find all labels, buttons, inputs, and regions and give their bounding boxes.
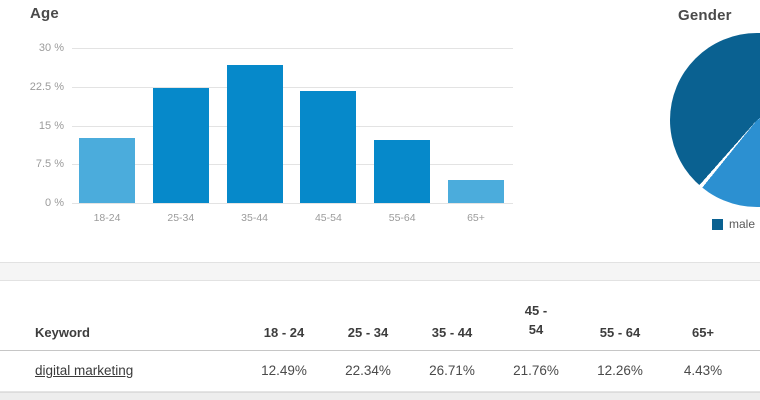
gridline bbox=[72, 48, 513, 49]
male-legend-swatch-icon bbox=[712, 218, 723, 230]
column-header-55-64: 55 - 64 bbox=[578, 281, 662, 351]
x-axis-label-35-44: 35-44 bbox=[241, 212, 269, 224]
demographics-table: Keyword 18 - 24 25 - 34 35 - 44 45 - 54 55 - … bbox=[0, 281, 760, 392]
value-cell-45-54: 21.76% bbox=[494, 350, 578, 392]
value-cell-18-24: 12.49% bbox=[242, 350, 326, 392]
column-header-25-34: 25 - 34 bbox=[326, 281, 410, 351]
bar-18-24 bbox=[79, 138, 135, 203]
footer-strip bbox=[0, 392, 760, 400]
gender-legend: male bbox=[712, 217, 755, 231]
x-axis-label-18-24: 18-24 bbox=[93, 212, 121, 224]
gridline bbox=[72, 86, 513, 88]
y-axis-tick-label: 7.5 % bbox=[35, 158, 64, 171]
column-header-65+: 65+ bbox=[662, 281, 760, 351]
male-legend-label: male bbox=[729, 217, 756, 231]
gridline bbox=[72, 203, 513, 204]
table-header-row: Keyword 18 - 24 25 - 34 35 - 44 45 - 54 55 - … bbox=[0, 281, 760, 351]
bar-25-34 bbox=[152, 87, 209, 203]
column-header-18-24: 18 - 24 bbox=[242, 281, 326, 351]
y-axis-tick-label: 0 % bbox=[45, 197, 64, 209]
bar-65+ bbox=[448, 180, 504, 203]
x-axis-label-45-54: 45-54 bbox=[314, 212, 342, 224]
bar-55-64 bbox=[374, 139, 431, 203]
value-cell-55-64: 12.26% bbox=[578, 350, 662, 392]
y-axis-tick-label: 30 % bbox=[38, 42, 64, 54]
column-header-45-54: 45 - 54 bbox=[494, 281, 578, 351]
keyword-link[interactable]: digital marketing bbox=[35, 363, 134, 378]
section-divider-band bbox=[0, 262, 760, 281]
column-header-35-44: 35 - 44 bbox=[410, 281, 494, 351]
x-axis-label-25-34: 25-34 bbox=[167, 212, 195, 224]
y-axis-tick-label: 15 % bbox=[38, 119, 64, 132]
age-chart-title: Age bbox=[30, 5, 59, 22]
bar-45-54 bbox=[300, 90, 357, 203]
table-card: Keyword 18 - 24 25 - 34 35 - 44 45 - 54 55 - … bbox=[0, 281, 760, 392]
x-axis-label-55-64: 55-64 bbox=[388, 212, 416, 224]
column-header-keyword: Keyword bbox=[0, 281, 242, 351]
charts-card: Age 30 % 22.5 % 15 % 7.5 % 0 % 18-24 25-34 35-4… bbox=[29, 5, 760, 231]
gender-pie-chart bbox=[670, 33, 760, 207]
value-cell-65+: 4.43% bbox=[662, 350, 760, 392]
gridline bbox=[72, 164, 513, 166]
gender-chart-title: Gender bbox=[678, 7, 732, 24]
bar-35-44 bbox=[226, 64, 283, 203]
gridline bbox=[72, 125, 513, 127]
keyword-cell: digital marketing bbox=[0, 350, 242, 392]
y-axis-tick-label: 22.5 % bbox=[29, 80, 64, 93]
x-axis-label-65+: 65+ bbox=[467, 212, 485, 224]
table-row: digital marketing 12.49% 22.34% 26.71% 21.76… bbox=[0, 350, 760, 392]
value-cell-35-44: 26.71% bbox=[410, 350, 494, 392]
value-cell-25-34: 22.34% bbox=[326, 350, 410, 392]
